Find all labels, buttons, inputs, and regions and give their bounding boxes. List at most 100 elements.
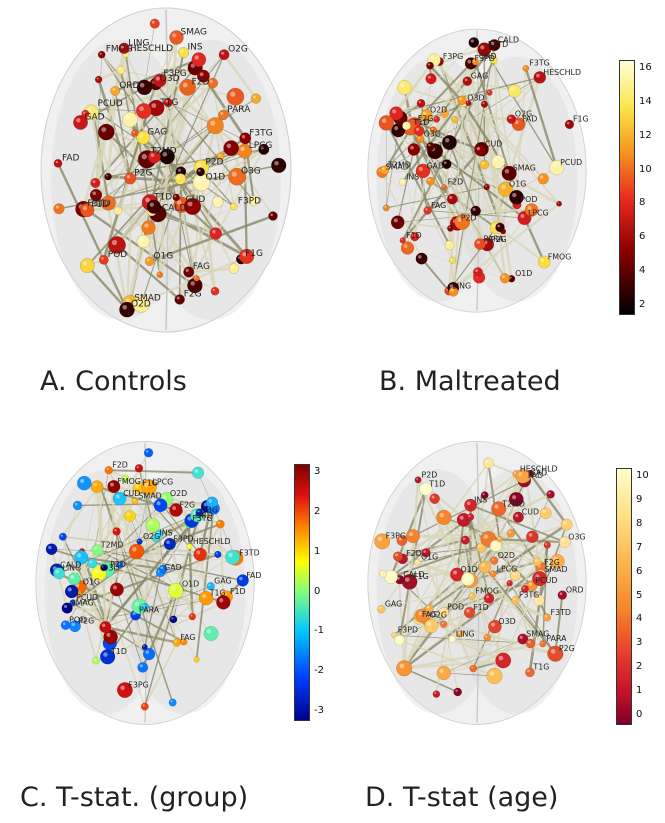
colorbar-tick-label: 8	[636, 517, 643, 529]
region-label: O2D	[131, 300, 151, 310]
region-label: P2G	[78, 617, 94, 626]
region-label: GAG	[147, 128, 167, 138]
region-label: PCUD	[98, 99, 123, 109]
region-label: PCUD	[76, 593, 98, 602]
region-label: F1G	[142, 478, 158, 487]
region-label: F3TD	[239, 548, 259, 557]
region-label: O1D	[182, 580, 199, 589]
colorbar-tick-label: 1	[314, 545, 321, 557]
region-label: FMOG	[117, 477, 141, 486]
region-label: O3D	[467, 94, 484, 103]
region-label: INS	[406, 172, 419, 181]
region-label: F3PD	[398, 625, 418, 634]
region-label: HESCHLD	[130, 44, 173, 54]
region-label: INS	[159, 528, 172, 537]
colorbar-tick-label: 2	[636, 661, 643, 673]
colorbar-tick-label: 3	[314, 466, 321, 477]
region-label: SMAG	[71, 598, 94, 607]
region-label: ORD	[119, 81, 139, 91]
region-label: T2MD	[501, 499, 525, 508]
region-label: O2G	[515, 110, 532, 119]
region-label: SMAD	[386, 163, 409, 172]
colorbar-tstat-group	[294, 464, 310, 721]
region-label: P2G	[134, 169, 152, 179]
region-label: T1D	[110, 647, 127, 656]
colorbar-tick-label: -3	[314, 705, 324, 716]
region-label: O3G	[241, 167, 261, 177]
colorbar-tick-label: 10	[639, 163, 652, 175]
region-label: LPCG	[249, 141, 273, 151]
region-label: GAG	[471, 72, 488, 81]
region-label: O3G	[201, 506, 218, 515]
region-label: HESCHLD	[543, 68, 581, 77]
region-label: SMAG	[513, 164, 536, 173]
region-label: POD	[520, 195, 537, 204]
region-label: O2G	[228, 45, 248, 55]
colorbar-tick-label: 2	[639, 299, 646, 310]
region-label: F2G	[418, 114, 434, 123]
region-label: LING	[128, 38, 149, 48]
region-label: POD	[447, 603, 464, 612]
region-label: F3TG	[519, 591, 539, 600]
region-label: F2D	[192, 77, 210, 87]
caption-controls: A. Controls	[40, 366, 187, 397]
region-label: F3TG	[529, 59, 549, 68]
region-label: T1G	[159, 98, 178, 108]
region-label: CUD	[522, 508, 539, 517]
region-label: P2G	[491, 235, 507, 244]
region-label: O1G	[154, 251, 174, 261]
brain-network-maltreated: FMOG F2G F2D F3TG F3TD F1G F1D F3PG F3PD INS SMAG S…	[367, 28, 589, 313]
region-label: F1G	[245, 249, 263, 259]
region-label: O3D	[102, 564, 119, 573]
region-label: FAG	[180, 633, 195, 642]
region-label: PARA	[227, 105, 251, 115]
region-label: F2D	[112, 461, 128, 470]
colorbar-tick-label: 2	[314, 505, 321, 517]
region-label: FAD	[246, 571, 261, 580]
region-label: LING	[456, 630, 475, 639]
region-label: PARA	[483, 234, 504, 243]
region-label: O3G	[424, 129, 441, 138]
region-label: ORD	[566, 585, 584, 594]
region-label: T1D	[428, 479, 445, 488]
region-label: F1G	[413, 572, 429, 581]
region-label: SMAG	[181, 28, 207, 38]
region-label: T1G	[532, 663, 549, 672]
region-label: F3PD	[474, 54, 494, 63]
region-label: O3D	[160, 74, 180, 84]
colorbar-tick-label: 16	[639, 62, 652, 73]
brain-network-tstat-age: FMOG F2G F2D F3TG F3TD F1G F1D F3PG F3PD INS SMAG S…	[367, 441, 587, 725]
region-label: CUD	[485, 140, 502, 149]
region-label: O2D	[498, 551, 515, 560]
panel-tstat-age: FMOG F2G F2D F3TG F3TD F1G F1D F3PG F3PD INS SMAG S…	[332, 412, 665, 823]
region-label: LPCG	[153, 478, 174, 487]
region-label: SMAD	[139, 491, 162, 500]
colorbar-tick-label: 14	[639, 95, 652, 107]
caption-tstat-age: D. T-stat (age)	[365, 782, 559, 813]
region-label: O2G	[143, 532, 160, 541]
region-label: CALD	[162, 204, 186, 214]
region-label: F1D	[91, 200, 109, 210]
region-label: F3PG	[386, 532, 406, 541]
region-label: POD	[108, 250, 128, 260]
region-label: F2G	[184, 290, 202, 300]
region-label: F2G	[544, 558, 560, 567]
colorbar-tick-label: 0	[314, 585, 321, 597]
region-label: CUD	[123, 489, 140, 498]
region-label: CALD	[60, 561, 81, 570]
region-label: FAD	[528, 471, 543, 480]
region-label: F3TD	[551, 608, 571, 617]
region-label: HESCHLD	[520, 464, 558, 473]
region-label: CUD	[186, 195, 206, 205]
colorbar-tick-label: 6	[636, 565, 643, 577]
region-label: FAG	[431, 201, 446, 210]
region-label: SMAD	[544, 565, 567, 574]
region-label: T1G	[437, 142, 454, 151]
region-label: PCUD	[535, 576, 557, 585]
region-label: F3PG	[443, 52, 463, 61]
region-label: O1G	[509, 180, 526, 189]
region-label: O3D	[498, 617, 515, 626]
region-label: LPCG	[497, 564, 518, 573]
colorbar-maltreated	[619, 60, 635, 315]
region-label: SMAG	[526, 629, 549, 638]
